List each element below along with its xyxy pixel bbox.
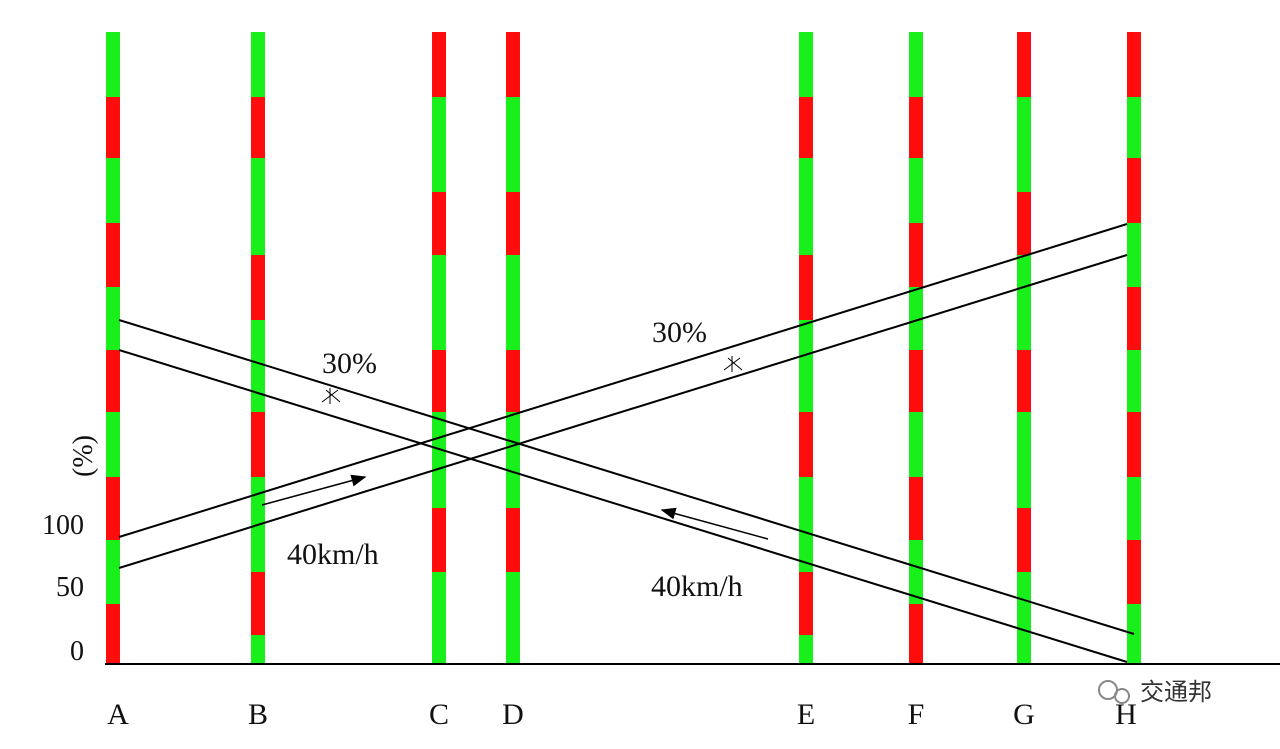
signal-phase: [506, 412, 520, 508]
signal-phase: [1127, 287, 1141, 350]
signal-phase: [251, 97, 265, 158]
intersection-label: F: [908, 698, 925, 731]
signal-phase: [106, 350, 120, 412]
intersection-label: E: [797, 698, 815, 731]
intersection-label: C: [429, 698, 449, 731]
signal-phase: [106, 97, 120, 158]
signal-phase: [799, 635, 813, 665]
green-band-inbound: [118, 319, 1135, 663]
signal-phase: [506, 192, 520, 255]
signal-phase: [251, 572, 265, 635]
signal-phase: [432, 255, 446, 350]
signal-phase: [106, 287, 120, 350]
signal-phase: [799, 97, 813, 158]
intersection-label: G: [1013, 698, 1035, 731]
signal-phase: [1017, 192, 1031, 255]
direction-arrow: [261, 474, 367, 506]
watermark-text: 交通邦: [1140, 678, 1212, 706]
signal-phase: [251, 635, 265, 665]
signal-phase: [432, 192, 446, 255]
y-tick-label: 100: [42, 510, 84, 541]
signal-phase: [1127, 540, 1141, 604]
signal-phase: [251, 32, 265, 97]
signal-phase: [1017, 255, 1031, 350]
y-axis-label: (%): [68, 435, 99, 477]
signal-phase: [909, 223, 923, 287]
signal-phase: [432, 572, 446, 665]
y-tick-label: 50: [56, 572, 84, 603]
signal-phase: [1127, 97, 1141, 158]
direction-arrow: [660, 507, 769, 540]
intersection-label: H: [1115, 698, 1137, 731]
signal-phase: [106, 32, 120, 97]
signal-phase: [1127, 604, 1141, 665]
signal-phase: [1017, 32, 1031, 97]
signal-phase: [106, 412, 120, 477]
signal-phase: [432, 32, 446, 97]
signal-phase: [506, 97, 520, 192]
signal-phase: [1127, 158, 1141, 223]
signal-phase: [506, 572, 520, 665]
signal-phase: [799, 320, 813, 412]
signal-phase: [1127, 350, 1141, 412]
signal-phase: [1127, 477, 1141, 540]
bandwidth-label: 30%: [322, 347, 377, 380]
green-band-outbound: [118, 223, 1128, 569]
signal-phase: [506, 255, 520, 350]
intersection-label: A: [107, 698, 129, 731]
signal-phase: [106, 158, 120, 223]
signal-phase: [251, 158, 265, 255]
signal-phase: [1017, 412, 1031, 508]
signal-phase: [909, 412, 923, 477]
signal-phase: [909, 97, 923, 158]
intersection-label: D: [502, 698, 524, 731]
intersection-labels: A B C D E F G H: [107, 698, 1137, 731]
signal-phase: [799, 32, 813, 97]
signal-phase: [432, 412, 446, 508]
signal-phase: [1127, 223, 1141, 287]
signal-phase: [1127, 412, 1141, 477]
signal-phase: [909, 158, 923, 223]
y-tick-label: 0: [70, 636, 84, 667]
signal-phase: [1127, 32, 1141, 97]
signal-phase: [251, 255, 265, 320]
signal-phase: [799, 477, 813, 572]
signal-phase: [909, 477, 923, 540]
signal-phase: [506, 32, 520, 97]
signal-phase: [506, 350, 520, 412]
signal-phase: [106, 540, 120, 604]
speed-label: 40km/h: [651, 570, 743, 603]
speed-label: 40km/h: [287, 538, 379, 571]
signal-phase: [799, 255, 813, 320]
signal-phase: [1017, 350, 1031, 412]
signal-phase: [799, 158, 813, 255]
signal-phase: [799, 412, 813, 477]
intersection-label: B: [248, 698, 268, 731]
signal-phase: [909, 287, 923, 350]
signal-phase: [909, 350, 923, 412]
signal-phase: [432, 350, 446, 412]
signal-phase: [251, 412, 265, 477]
signal-phase: [1017, 572, 1031, 665]
signal-phase: [909, 540, 923, 604]
band-marks: [321, 356, 743, 404]
signal-phase: [506, 508, 520, 572]
signal-bars: [106, 32, 1141, 665]
signal-phase: [432, 508, 446, 572]
signal-phase: [909, 32, 923, 97]
signal-phase: [106, 604, 120, 665]
signal-phase: [432, 97, 446, 192]
signal-phase: [106, 477, 120, 540]
signal-phase: [1017, 97, 1031, 192]
watermark: 交通邦: [1098, 678, 1212, 706]
bandwidth-label: 30%: [652, 316, 707, 349]
signal-phase: [106, 223, 120, 287]
signal-phase: [1017, 508, 1031, 572]
signal-phase: [799, 572, 813, 635]
signal-phase: [909, 604, 923, 665]
signal-phase: [251, 320, 265, 412]
